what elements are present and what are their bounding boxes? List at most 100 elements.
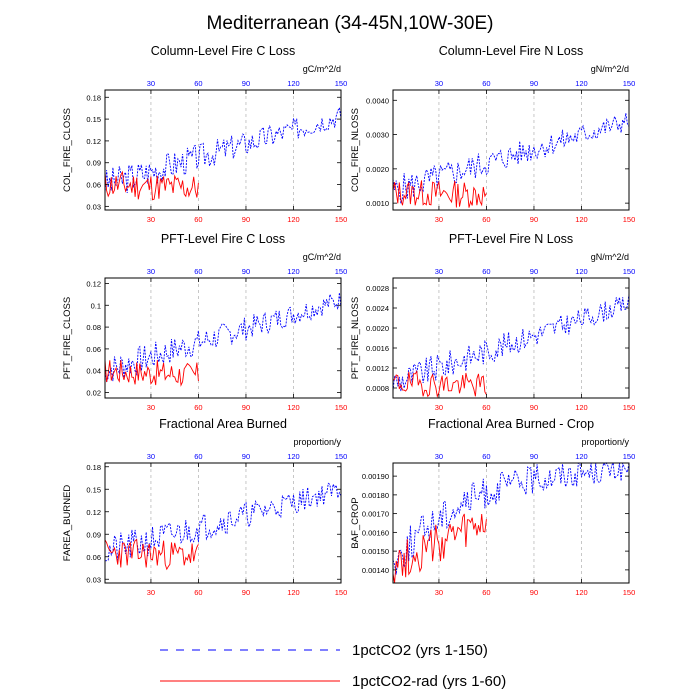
y-tick-label: 0.00140 [362, 566, 389, 575]
y-tick-label: 0.0040 [366, 96, 389, 105]
series-line-1pctco2 [104, 292, 342, 383]
x-tick-label-top: 90 [242, 79, 250, 88]
y-axis-label: PFT_FIRE_NLOSS [350, 297, 361, 379]
series-line-1pctco2 [104, 106, 342, 194]
y-tick-label: 0.15 [86, 485, 101, 494]
y-tick-label: 0.00160 [362, 528, 389, 537]
x-tick-label-bottom: 120 [575, 215, 588, 224]
x-tick-label-top: 150 [623, 452, 636, 461]
x-tick-label-bottom: 90 [242, 215, 250, 224]
x-tick-label-top: 120 [287, 452, 300, 461]
series-line-1pctco2 [392, 294, 630, 392]
panel-title: PFT-Level Fire N Loss [449, 232, 573, 246]
y-tick-label: 0.0010 [366, 199, 389, 208]
y-tick-label: 0.00150 [362, 547, 389, 556]
panel-title: Fractional Area Burned - Crop [428, 417, 594, 431]
x-tick-label-bottom: 60 [194, 588, 202, 597]
legend-label-1pctco2: 1pctCO2 (yrs 1-150) [352, 642, 488, 659]
x-tick-label-top: 30 [435, 267, 443, 276]
panel-units: gC/m^2/d [303, 64, 341, 74]
series-line-1pctco2-rad [104, 359, 199, 387]
x-tick-label-bottom: 30 [147, 588, 155, 597]
x-tick-label-bottom: 120 [575, 403, 588, 412]
y-tick-label: 0.03 [86, 202, 101, 211]
series-line-1pctco2-rad [392, 513, 487, 584]
plot-frame [104, 89, 342, 211]
x-tick-label-bottom: 30 [435, 403, 443, 412]
x-tick-label-top: 150 [335, 267, 348, 276]
panel-2: Column-Level Fire N Loss gN/m^2/d 0.0010 0.… [350, 44, 635, 224]
x-tick-label-top: 60 [482, 79, 490, 88]
x-tick-label-bottom: 60 [482, 403, 490, 412]
y-tick-label: 0.09 [86, 530, 101, 539]
x-tick-label-top: 120 [287, 79, 300, 88]
plot-frame [104, 277, 342, 399]
x-tick-label-bottom: 150 [623, 588, 636, 597]
x-tick-label-bottom: 120 [287, 215, 300, 224]
panel-units: gN/m^2/d [591, 64, 629, 74]
legend-label-1pctco2-rad: 1pctCO2-rad (yrs 1-60) [352, 673, 506, 690]
y-axis-label: BAF_CROP [350, 497, 361, 548]
x-tick-label-top: 60 [482, 452, 490, 461]
y-tick-label: 0.0020 [366, 165, 389, 174]
x-tick-label-bottom: 150 [335, 588, 348, 597]
x-tick-label-bottom: 90 [242, 588, 250, 597]
plot-frame [392, 89, 630, 211]
panel-title: Column-Level Fire C Loss [151, 44, 296, 58]
plot-frame [392, 277, 630, 399]
x-tick-label-top: 90 [242, 452, 250, 461]
x-tick-label-bottom: 120 [287, 403, 300, 412]
x-tick-label-top: 30 [147, 267, 155, 276]
y-tick-label: 0.18 [86, 463, 101, 472]
x-tick-label-top: 90 [242, 267, 250, 276]
panel-6: Fractional Area Burned - Crop proportion/… [350, 417, 635, 597]
y-tick-label: 0.0008 [366, 384, 389, 393]
x-tick-label-top: 60 [194, 267, 202, 276]
y-axis-label: COL_FIRE_NLOSS [350, 108, 361, 192]
y-tick-label: 0.0030 [366, 131, 389, 140]
y-tick-label: 0.02 [86, 389, 101, 398]
legend: 1pctCO2 (yrs 1-150) 1pctCO2-rad (yrs 1-6… [160, 642, 506, 690]
y-tick-label: 0.0012 [366, 364, 389, 373]
x-tick-label-top: 60 [194, 452, 202, 461]
x-tick-label-top: 60 [194, 79, 202, 88]
y-tick-label: 0.12 [86, 137, 101, 146]
x-tick-label-top: 30 [435, 79, 443, 88]
y-tick-label: 0.06 [86, 181, 101, 190]
y-axis-label: FAREA_BURNED [62, 485, 73, 562]
x-tick-label-top: 120 [287, 267, 300, 276]
series-line-1pctco2 [104, 482, 342, 562]
panel-units: proportion/y [293, 437, 341, 447]
y-tick-label: 0.18 [86, 93, 101, 102]
x-tick-label-top: 120 [575, 79, 588, 88]
x-tick-label-top: 60 [482, 267, 490, 276]
y-axis-label: COL_FIRE_CLOSS [62, 108, 73, 192]
y-tick-label: 0.08 [86, 323, 101, 332]
x-tick-label-bottom: 30 [435, 588, 443, 597]
x-tick-label-top: 150 [335, 79, 348, 88]
x-tick-label-bottom: 60 [194, 403, 202, 412]
panel-units: gN/m^2/d [591, 252, 629, 262]
y-tick-label: 0.04 [86, 367, 101, 376]
y-tick-label: 0.1 [91, 301, 101, 310]
y-tick-label: 0.12 [86, 508, 101, 517]
series-line-1pctco2-rad [104, 170, 199, 201]
plot-frame [104, 462, 342, 584]
x-tick-label-bottom: 30 [147, 215, 155, 224]
x-tick-label-top: 30 [147, 79, 155, 88]
x-tick-label-top: 90 [530, 452, 538, 461]
y-tick-label: 0.0028 [366, 284, 389, 293]
x-tick-label-bottom: 90 [530, 215, 538, 224]
y-tick-label: 0.03 [86, 575, 101, 584]
series-line-1pctco2-rad [392, 370, 487, 399]
x-tick-label-top: 120 [575, 452, 588, 461]
panel-4: PFT-Level Fire N Loss gN/m^2/d 0.0008 0.001… [350, 232, 635, 412]
series-line-1pctco2 [392, 461, 630, 575]
y-tick-label: 0.15 [86, 115, 101, 124]
y-axis-label: PFT_FIRE_CLOSS [62, 297, 73, 379]
x-tick-label-bottom: 150 [335, 403, 348, 412]
y-tick-label: 0.0024 [366, 304, 389, 313]
y-tick-label: 0.00180 [362, 491, 389, 500]
y-tick-label: 0.00170 [362, 510, 389, 519]
